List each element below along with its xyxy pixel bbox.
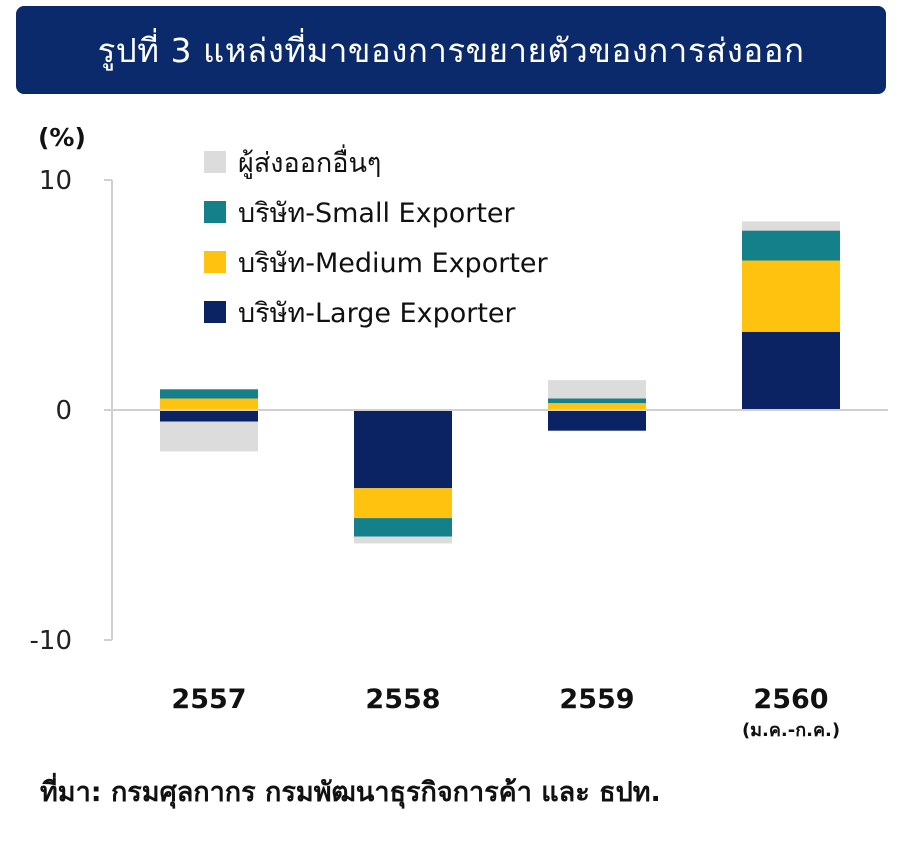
source-note: ที่มา: กรมศุลกากร กรมพัฒนาธุรกิจการค้า แ…: [40, 777, 661, 808]
bar-medium-2560: [742, 260, 840, 332]
chart-title: รูปที่ 3 แหล่งที่มาของการขยายตัวของการส่…: [97, 30, 805, 70]
bar-other-2558: [354, 536, 452, 544]
bar-small-2560: [742, 230, 840, 261]
x-category-label: 2559: [559, 684, 634, 715]
bar-large-2560: [742, 331, 840, 410]
legend-label-medium: บริษัท-Medium Exporter: [238, 248, 549, 279]
bar-other-2560: [742, 221, 840, 231]
bar-large-2557: [160, 410, 258, 422]
legend-swatch-large: [204, 301, 226, 323]
bar-small-2559: [548, 398, 646, 404]
bar-small-2557: [160, 389, 258, 399]
bar-large-2558: [354, 410, 452, 489]
bar-medium-2559: [548, 403, 646, 410]
x-category-label: 2560: [753, 684, 828, 715]
legend-swatch-other: [204, 151, 226, 173]
bar-large-2559: [548, 410, 646, 431]
bar-medium-2558: [354, 488, 452, 519]
bar-other-2557: [160, 421, 258, 452]
title-banner: รูปที่ 3 แหล่งที่มาของการขยายตัวของการส่…: [16, 6, 886, 94]
legend-swatch-small: [204, 201, 226, 223]
legend-label-other: ผู้ส่งออกอื่นๆ: [238, 144, 381, 179]
y-tick-label: 10: [39, 166, 72, 196]
bar-small-2558: [354, 518, 452, 537]
x-category-label: 2558: [365, 684, 440, 715]
x-category-sublabel: (ม.ค.-ก.ค.): [742, 720, 840, 741]
bar-other-2559: [548, 380, 646, 399]
legend-label-large: บริษัท-Large Exporter: [238, 298, 517, 329]
y-axis-label: (%): [38, 123, 86, 152]
legend-swatch-medium: [204, 251, 226, 273]
stacked-bar-chart: 10 0 -10 (%) 2557 2558 2559 2560 (ม.ค.-ก.ค.) ผู้ส…: [30, 123, 888, 741]
bar-medium-2557: [160, 398, 258, 410]
y-tick-label: 0: [55, 396, 72, 426]
legend-label-small: บริษัท-Small Exporter: [238, 198, 516, 229]
x-category-label: 2557: [171, 684, 246, 715]
y-tick-label: -10: [30, 626, 72, 656]
